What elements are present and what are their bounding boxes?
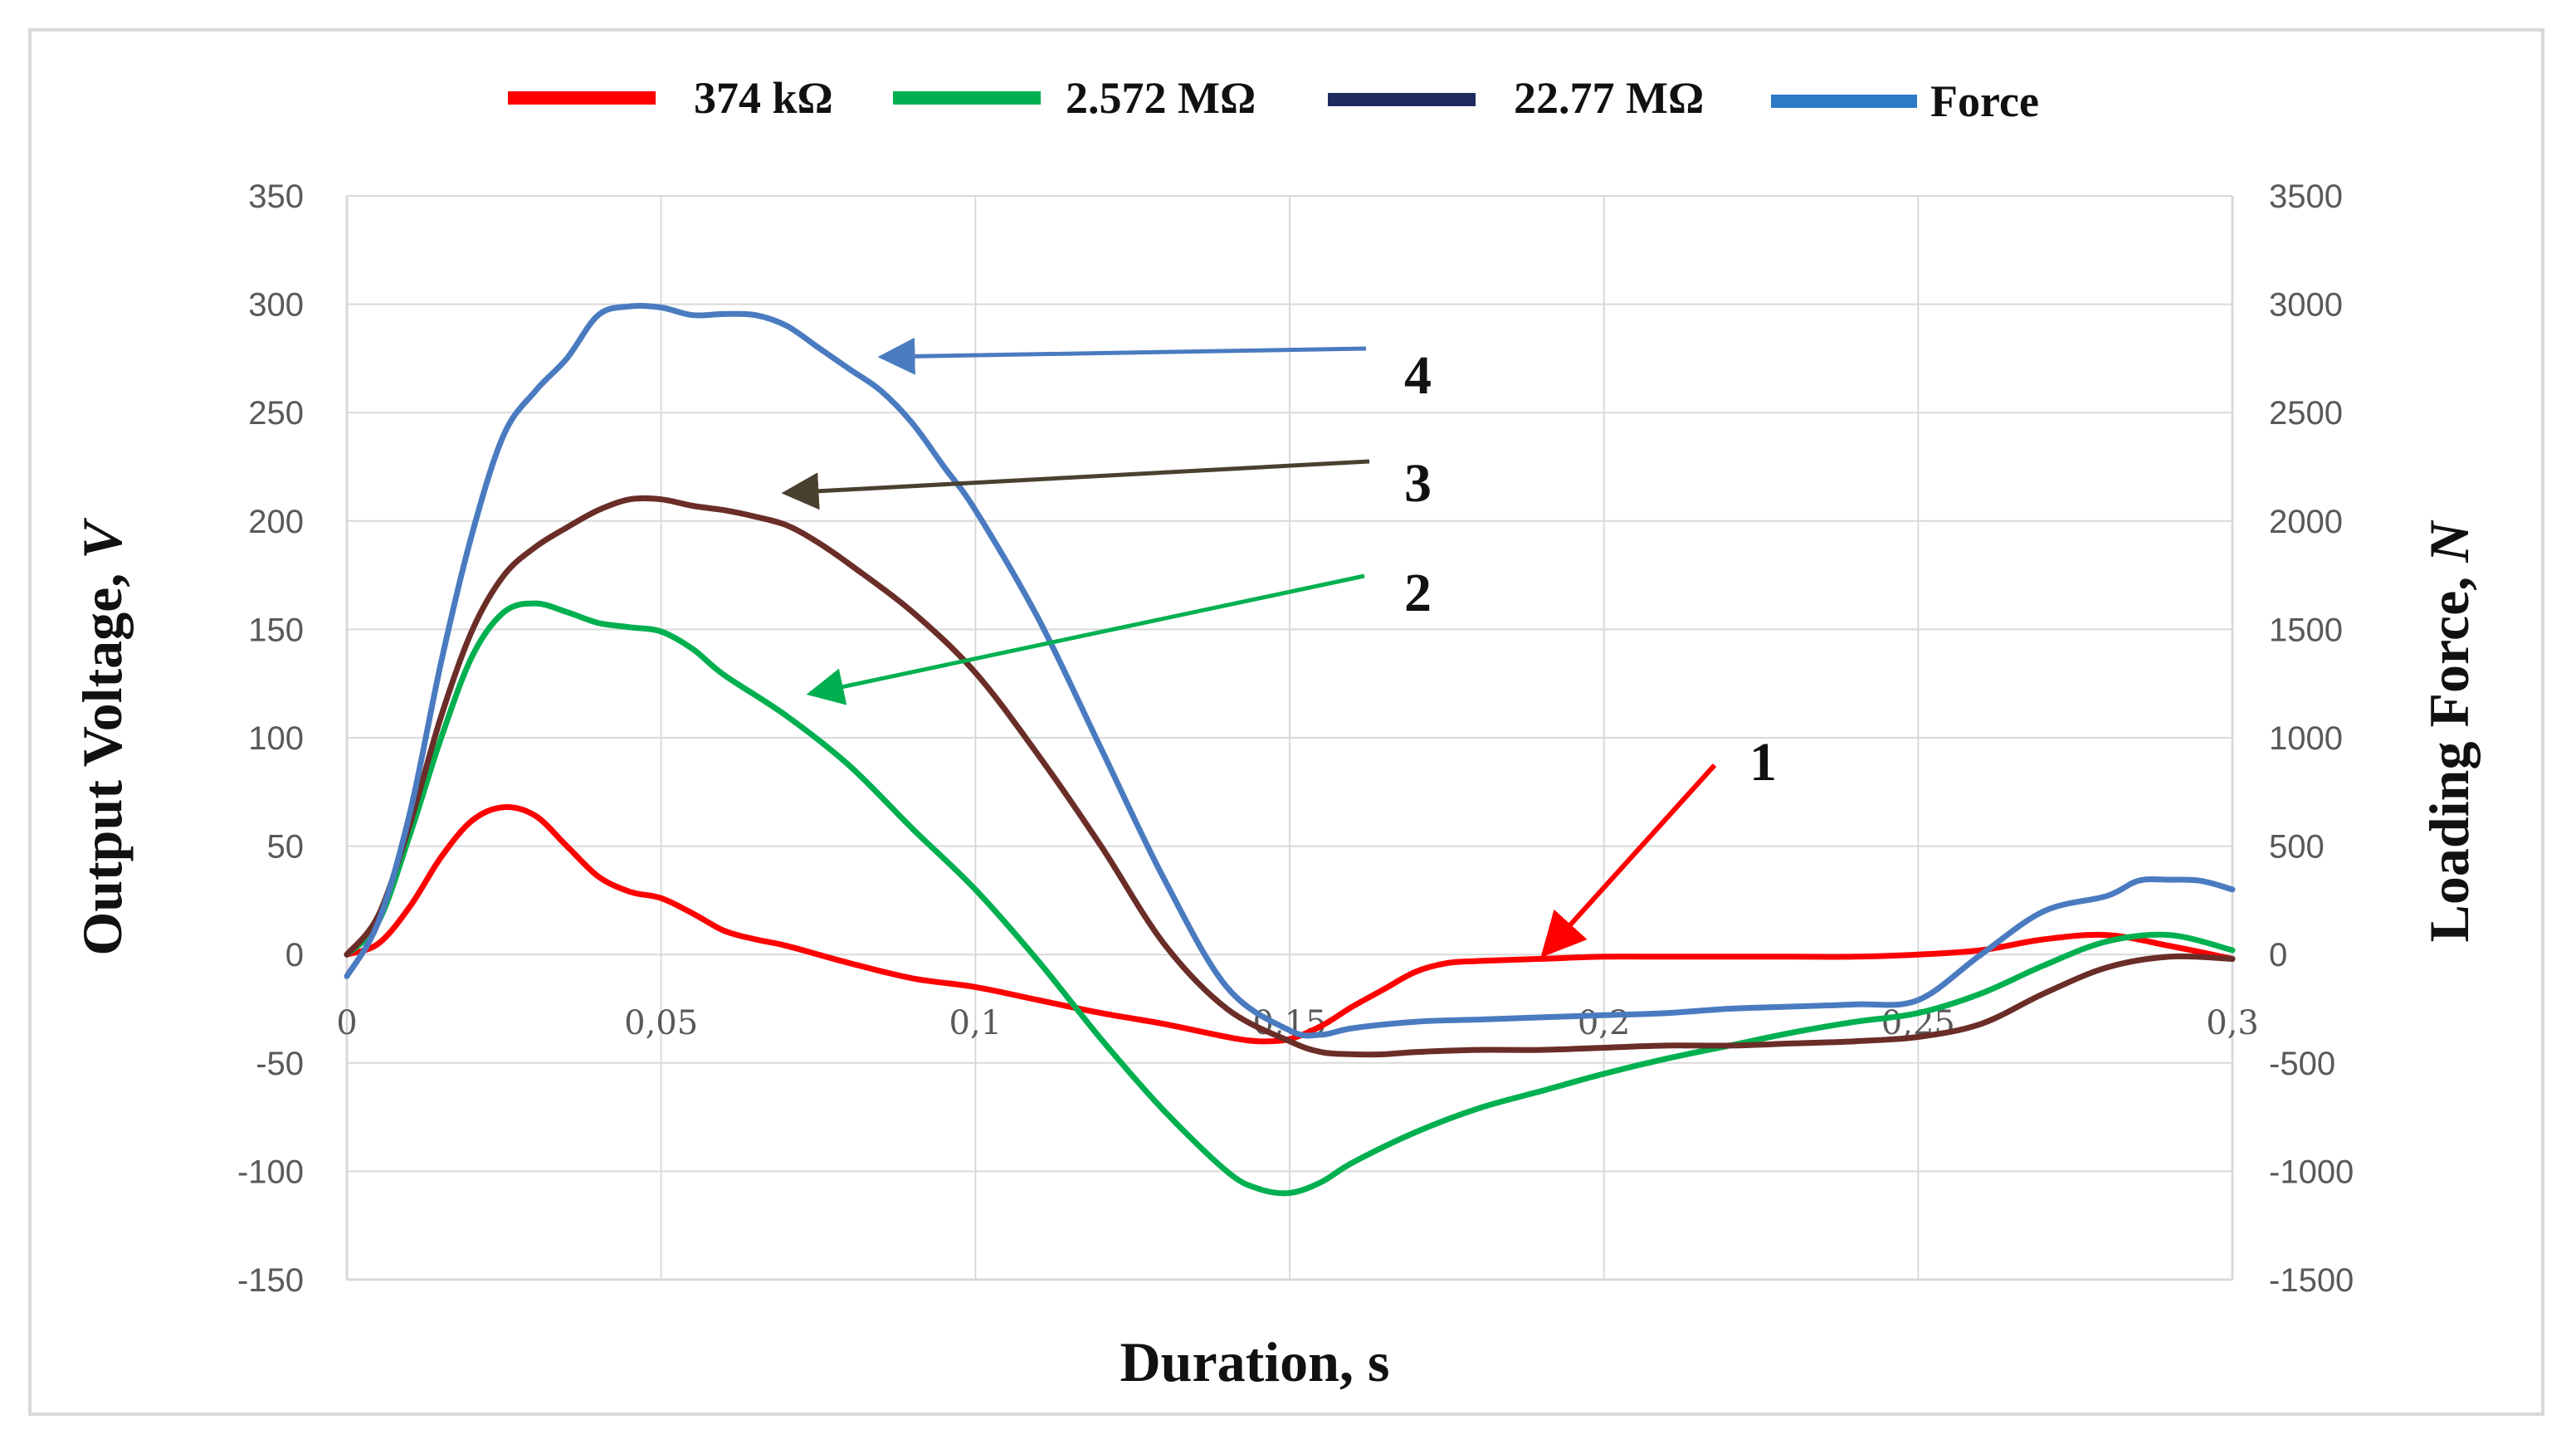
annotation-arrow-3 — [781, 459, 1370, 510]
x-axis-title: Duration, s — [1120, 1330, 1390, 1393]
axes — [345, 196, 2234, 1281]
grid-lines — [346, 195, 2233, 1281]
y-left-tick-label: 250 — [248, 395, 304, 432]
y-axis-right-title: Loading Force, N — [2417, 520, 2481, 943]
y-right-tick-label: 3500 — [2269, 178, 2343, 215]
y-right-tick-label: -500 — [2269, 1046, 2335, 1082]
annotation-label-2: 2 — [1404, 563, 1432, 623]
series-line-2572m — [344, 600, 2236, 1197]
x-tick-label: 0,3 — [2206, 1004, 2259, 1042]
annotation-arrow-4 — [877, 337, 1367, 375]
y-left-tick-label: 100 — [248, 720, 304, 757]
y-right-tick-label: -1000 — [2269, 1154, 2354, 1190]
y-left-tick-label: -100 — [237, 1154, 304, 1190]
y-right-tick-label: 0 — [2269, 937, 2287, 973]
x-tick-label: 0,2 — [1578, 1004, 1631, 1042]
legend-label-374k: 374 kΩ — [694, 73, 833, 123]
right-axis-ticks: -1500 -1000 -500 0 500 1000 1500 2000 2500 3000 35… — [2269, 178, 2354, 1299]
y-left-tick-label: 150 — [248, 612, 304, 648]
x-axis-ticks: 0 0,05 0,1 0,15 0,2 0,25 0,3 — [336, 1004, 2259, 1042]
y-right-tick-label: 1000 — [2269, 720, 2343, 757]
x-tick-label: 0,1 — [949, 1004, 1003, 1042]
annotation-label-1: 1 — [1749, 732, 1777, 793]
y-right-tick-label: 1500 — [2269, 612, 2343, 648]
legend-label-2572m: 2.572 MΩ — [1066, 73, 1256, 123]
legend-label-2277m: 22.77 MΩ — [1514, 73, 1704, 123]
x-tick-label: 0,05 — [624, 1004, 698, 1042]
legend-label-force: Force — [1930, 76, 2039, 126]
series-line-force — [344, 303, 2236, 1039]
annotation-arrow-2 — [806, 573, 1365, 705]
y-left-tick-label: -50 — [256, 1046, 304, 1082]
y-right-tick-label: 3000 — [2269, 287, 2343, 324]
series-line-2277m — [344, 495, 2236, 1058]
left-axis-ticks: -150 -100 -50 0 50 100 150 200 250 300 350 — [237, 178, 304, 1299]
y-left-tick-label: 200 — [248, 504, 304, 540]
y-left-tick-label: 300 — [248, 287, 304, 324]
annotation-label-3: 3 — [1404, 453, 1432, 514]
y-right-tick-label: 2500 — [2269, 395, 2343, 432]
series-line-374k — [344, 803, 2236, 1045]
legend: 374 kΩ 2.572 MΩ 22.77 MΩ Force — [508, 73, 2039, 126]
annotations: 1 2 3 4 — [781, 337, 1777, 959]
annotation-label-4: 4 — [1404, 345, 1432, 406]
y-left-tick-label: 350 — [248, 178, 304, 215]
y-axis-left-title: Output Voltage, V — [71, 518, 134, 956]
y-left-tick-label: -150 — [237, 1262, 304, 1299]
x-tick-label: 0 — [336, 1004, 357, 1042]
y-left-tick-label: 50 — [267, 829, 305, 866]
series-lines — [344, 303, 2236, 1197]
y-left-tick-label: 0 — [285, 937, 304, 973]
y-right-tick-label: 500 — [2269, 829, 2325, 866]
y-right-tick-label: 2000 — [2269, 504, 2343, 540]
y-right-tick-label: -1500 — [2269, 1262, 2354, 1299]
annotation-arrow-1 — [1540, 763, 1717, 959]
